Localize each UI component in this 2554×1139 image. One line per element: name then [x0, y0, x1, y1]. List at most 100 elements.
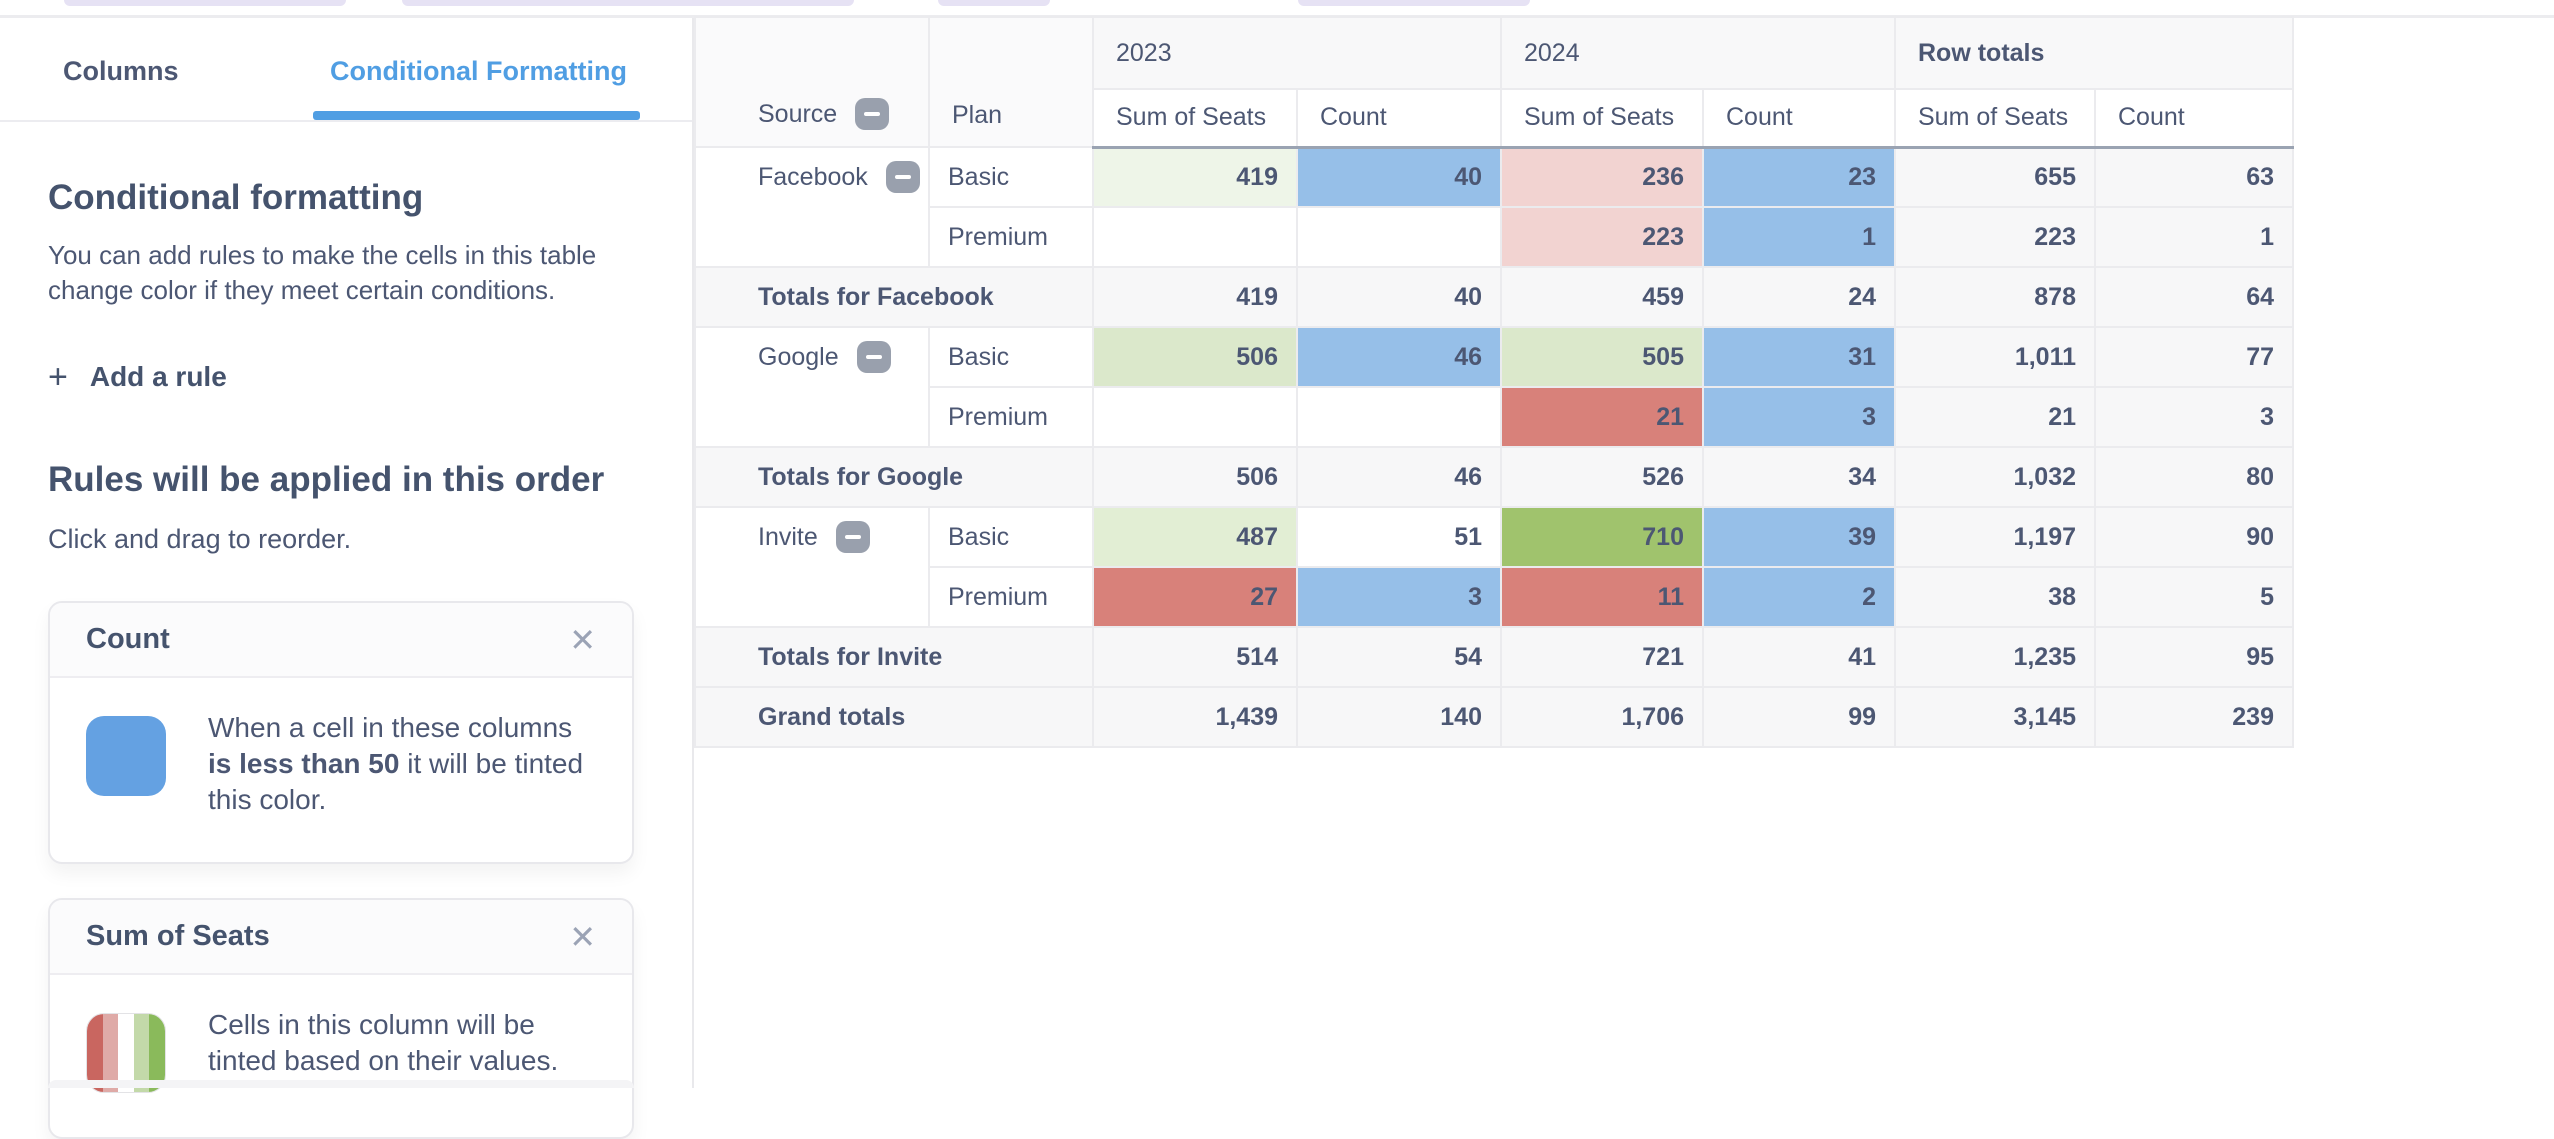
grand-totals-cell[interactable]: 239: [2094, 686, 2294, 748]
row-total-cell[interactable]: 63: [2094, 146, 2294, 208]
rules-order-title: Rules will be applied in this order: [48, 460, 605, 499]
rule-description-text: Cells in this column will be tinted base…: [208, 1009, 559, 1076]
value-cell[interactable]: 23: [1702, 146, 1896, 208]
close-icon[interactable]: ✕: [569, 621, 596, 658]
swatch-stripe: [87, 1014, 103, 1092]
row-total-cell[interactable]: 90: [2094, 506, 2294, 568]
rule-color-swatch: [86, 716, 166, 796]
plan-cell: Premium: [928, 206, 1094, 268]
row-total-cell[interactable]: 1,197: [1894, 506, 2096, 568]
value-cell[interactable]: 51: [1296, 506, 1502, 568]
totals-cell[interactable]: 41: [1702, 626, 1896, 688]
collapse-icon[interactable]: [856, 341, 891, 373]
value-cell[interactable]: 505: [1500, 326, 1704, 388]
totals-cell[interactable]: 506: [1092, 446, 1298, 508]
column-header-count: Count: [1296, 88, 1502, 149]
value-cell[interactable]: 1: [1702, 206, 1896, 268]
source-cell-facebook: Facebook: [694, 146, 930, 268]
value-cell[interactable]: 3: [1296, 566, 1502, 628]
value-cell[interactable]: 40: [1296, 146, 1502, 208]
totals-cell[interactable]: 95: [2094, 626, 2294, 688]
totals-row: Totals for Facebook 419 40 459 24 878 64: [694, 266, 2294, 328]
totals-cell[interactable]: 24: [1702, 266, 1896, 328]
rule-description-text: it will be tinted this color.: [208, 748, 584, 815]
value-cell[interactable]: 710: [1500, 506, 1704, 568]
row-total-cell[interactable]: 77: [2094, 326, 2294, 388]
totals-cell[interactable]: 514: [1092, 626, 1298, 688]
value-cell[interactable]: 3: [1702, 386, 1896, 448]
totals-cell[interactable]: 80: [2094, 446, 2294, 508]
collapse-icon[interactable]: [855, 98, 890, 130]
rule-card-count[interactable]: Count ✕ When a cell in these columns is …: [48, 601, 634, 864]
value-cell[interactable]: 487: [1092, 506, 1298, 568]
row-total-cell[interactable]: 1: [2094, 206, 2294, 268]
column-header-sum-of-seats: Sum of Seats: [1092, 88, 1298, 149]
value-cell[interactable]: [1092, 386, 1298, 448]
value-cell[interactable]: 506: [1092, 326, 1298, 388]
value-cell[interactable]: 39: [1702, 506, 1896, 568]
totals-cell[interactable]: 40: [1296, 266, 1502, 328]
top-chip: [1298, 0, 1530, 6]
table-row: Invite Basic 487 51 710 39 1,197 90: [694, 506, 2294, 628]
totals-cell[interactable]: 878: [1894, 266, 2096, 328]
table-row: Premium 223 1 223 1: [695, 206, 2294, 268]
value-header-row: Sum of Seats Count Sum of Seats Count Su…: [695, 88, 2294, 149]
value-cell[interactable]: [1296, 206, 1502, 268]
value-cell[interactable]: 11: [1500, 566, 1704, 628]
grand-totals-cell[interactable]: 99: [1702, 686, 1896, 748]
row-total-cell[interactable]: 1,011: [1894, 326, 2096, 388]
column-header-count: Count: [2094, 88, 2294, 149]
column-header-source: Source: [694, 16, 930, 148]
value-cell[interactable]: 27: [1092, 566, 1298, 628]
rule-card-sum-of-seats[interactable]: Sum of Seats ✕ Cells in this column will…: [48, 898, 634, 1139]
grand-totals-cell[interactable]: 3,145: [1894, 686, 2096, 748]
value-cell[interactable]: [1092, 206, 1298, 268]
column-header-count: Count: [1702, 88, 1896, 149]
value-cell[interactable]: 21: [1500, 386, 1704, 448]
add-rule-button[interactable]: + Add a rule: [48, 360, 227, 394]
value-cell[interactable]: 236: [1500, 146, 1704, 208]
row-total-cell[interactable]: 38: [1894, 566, 2096, 628]
column-header-plan: Plan: [928, 16, 1094, 148]
grand-totals-cell[interactable]: 140: [1296, 686, 1502, 748]
rule-card-header: Count ✕: [50, 603, 632, 678]
tab-conditional-formatting[interactable]: Conditional Formatting: [330, 56, 627, 86]
row-total-cell[interactable]: 3: [2094, 386, 2294, 448]
column-header-label: Source: [758, 99, 838, 128]
value-cell[interactable]: 46: [1296, 326, 1502, 388]
value-cell[interactable]: 2: [1702, 566, 1896, 628]
row-total-cell[interactable]: 5: [2094, 566, 2294, 628]
totals-cell[interactable]: 54: [1296, 626, 1502, 688]
totals-cell[interactable]: 419: [1092, 266, 1298, 328]
collapse-icon[interactable]: [885, 161, 920, 193]
table-row: Premium 21 3 21 3: [695, 386, 2294, 448]
sidebar-tabs: Columns Conditional Formatting: [0, 18, 692, 122]
row-total-cell[interactable]: 655: [1894, 146, 2096, 208]
value-cell[interactable]: 419: [1092, 146, 1298, 208]
swatch-stripe: [118, 1014, 134, 1092]
totals-cell[interactable]: 46: [1296, 446, 1502, 508]
column-group-2023: 2023: [1092, 16, 1502, 90]
totals-cell[interactable]: 459: [1500, 266, 1704, 328]
value-cell[interactable]: 31: [1702, 326, 1896, 388]
value-cell[interactable]: 223: [1500, 206, 1704, 268]
close-icon[interactable]: ✕: [569, 918, 596, 955]
row-total-cell[interactable]: 223: [1894, 206, 2096, 268]
grand-totals-cell[interactable]: 1,439: [1092, 686, 1298, 748]
collapse-icon[interactable]: [835, 521, 870, 553]
totals-cell[interactable]: 526: [1500, 446, 1704, 508]
grand-totals-cell[interactable]: 1,706: [1500, 686, 1704, 748]
rule-card-header: Sum of Seats ✕: [50, 900, 632, 975]
row-total-cell[interactable]: 21: [1894, 386, 2096, 448]
source-cell-google: Google: [694, 326, 930, 448]
value-cell[interactable]: [1296, 386, 1502, 448]
totals-cell[interactable]: 1,032: [1894, 446, 2096, 508]
tab-columns[interactable]: Columns: [63, 56, 179, 86]
column-group-header-row: Source Plan 2023 2024 Row totals: [694, 16, 2294, 148]
totals-row: Totals for Google 506 46 526 34 1,032 80: [694, 446, 2294, 508]
totals-cell[interactable]: 34: [1702, 446, 1896, 508]
totals-cell[interactable]: 1,235: [1894, 626, 2096, 688]
totals-cell[interactable]: 721: [1500, 626, 1704, 688]
totals-cell[interactable]: 64: [2094, 266, 2294, 328]
top-chip: [938, 0, 1050, 6]
